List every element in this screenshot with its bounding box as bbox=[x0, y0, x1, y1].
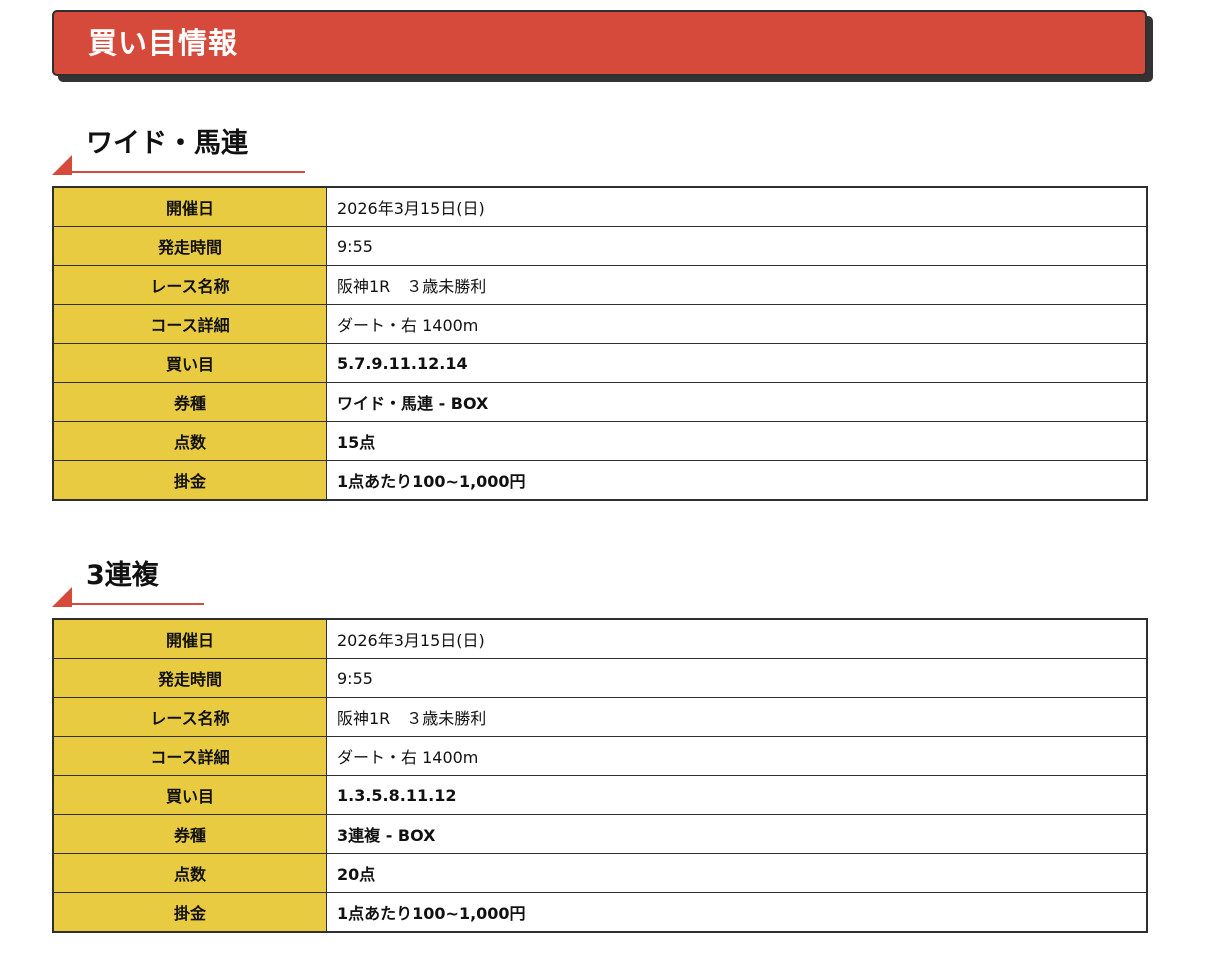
row-value: 3連複 - BOX bbox=[326, 814, 1148, 854]
row-label: コース詳細 bbox=[52, 736, 327, 776]
row-label: コース詳細 bbox=[52, 304, 327, 344]
section-heading: ワイド・馬連 bbox=[52, 120, 1148, 175]
page-title: 買い目情報 bbox=[88, 26, 239, 60]
table-row: 発走時間 9:55 bbox=[52, 226, 1148, 266]
row-value: 1点あたり100~1,000円 bbox=[326, 460, 1148, 501]
row-value: 2026年3月15日(日) bbox=[326, 186, 1148, 227]
row-value: 15点 bbox=[326, 421, 1148, 461]
row-value: 阪神1R ３歳未勝利 bbox=[326, 697, 1148, 737]
row-label: 開催日 bbox=[52, 618, 327, 659]
heading-triangle-icon bbox=[52, 155, 72, 175]
table-row: 掛金 1点あたり100~1,000円 bbox=[52, 460, 1148, 501]
row-value: ダート・右 1400m bbox=[326, 304, 1148, 344]
section-title: ワイド・馬連 bbox=[86, 128, 248, 159]
table-row: コース詳細 ダート・右 1400m bbox=[52, 736, 1148, 776]
section-sanrenpuku: 3連複 開催日 2026年3月15日(日) 発走時間 9:55 レース名称 阪神1R ３歳… bbox=[52, 552, 1148, 933]
page-title-banner: 買い目情報 bbox=[52, 10, 1147, 76]
row-label: レース名称 bbox=[52, 697, 327, 737]
table-row: 券種 ワイド・馬連 - BOX bbox=[52, 382, 1148, 422]
section-wide-umaren: ワイド・馬連 開催日 2026年3月15日(日) 発走時間 9:55 レース名称 阪神1R… bbox=[52, 120, 1148, 501]
row-label: 券種 bbox=[52, 382, 327, 422]
row-value: 阪神1R ３歳未勝利 bbox=[326, 265, 1148, 305]
bet-info-table: 開催日 2026年3月15日(日) 発走時間 9:55 レース名称 阪神1R ３歳未勝利コ… bbox=[52, 618, 1148, 933]
heading-underline bbox=[72, 171, 305, 173]
row-value: 20点 bbox=[326, 853, 1148, 893]
row-label: 掛金 bbox=[52, 892, 327, 933]
row-label: 買い目 bbox=[52, 775, 327, 815]
row-value: ダート・右 1400m bbox=[326, 736, 1148, 776]
bet-info-table: 開催日 2026年3月15日(日) 発走時間 9:55 レース名称 阪神1R ３歳未勝利コ… bbox=[52, 186, 1148, 501]
table-row: 開催日 2026年3月15日(日) bbox=[52, 186, 1148, 227]
row-label: 買い目 bbox=[52, 343, 327, 383]
table-row: 買い目 5.7.9.11.12.14 bbox=[52, 343, 1148, 383]
section-title: 3連複 bbox=[86, 560, 159, 591]
row-label: 掛金 bbox=[52, 460, 327, 501]
table-row: コース詳細 ダート・右 1400m bbox=[52, 304, 1148, 344]
row-value: 5.7.9.11.12.14 bbox=[326, 343, 1148, 383]
row-value: 9:55 bbox=[326, 658, 1148, 698]
row-value: 9:55 bbox=[326, 226, 1148, 266]
row-label: 発走時間 bbox=[52, 226, 327, 266]
table-row: 開催日 2026年3月15日(日) bbox=[52, 618, 1148, 659]
heading-underline bbox=[72, 603, 204, 605]
row-label: 券種 bbox=[52, 814, 327, 854]
row-label: 開催日 bbox=[52, 186, 327, 227]
row-value: 1点あたり100~1,000円 bbox=[326, 892, 1148, 933]
row-label: 発走時間 bbox=[52, 658, 327, 698]
heading-triangle-icon bbox=[52, 587, 72, 607]
table-row: 点数 15点 bbox=[52, 421, 1148, 461]
row-value: 1.3.5.8.11.12 bbox=[326, 775, 1148, 815]
row-value: ワイド・馬連 - BOX bbox=[326, 382, 1148, 422]
table-row: レース名称 阪神1R ３歳未勝利 bbox=[52, 265, 1148, 305]
table-row: 買い目 1.3.5.8.11.12 bbox=[52, 775, 1148, 815]
table-row: レース名称 阪神1R ３歳未勝利 bbox=[52, 697, 1148, 737]
table-row: 券種 3連複 - BOX bbox=[52, 814, 1148, 854]
table-row: 掛金 1点あたり100~1,000円 bbox=[52, 892, 1148, 933]
row-label: レース名称 bbox=[52, 265, 327, 305]
row-value: 2026年3月15日(日) bbox=[326, 618, 1148, 659]
section-heading: 3連複 bbox=[52, 552, 1148, 607]
row-label: 点数 bbox=[52, 421, 327, 461]
table-row: 発走時間 9:55 bbox=[52, 658, 1148, 698]
row-label: 点数 bbox=[52, 853, 327, 893]
table-row: 点数 20点 bbox=[52, 853, 1148, 893]
